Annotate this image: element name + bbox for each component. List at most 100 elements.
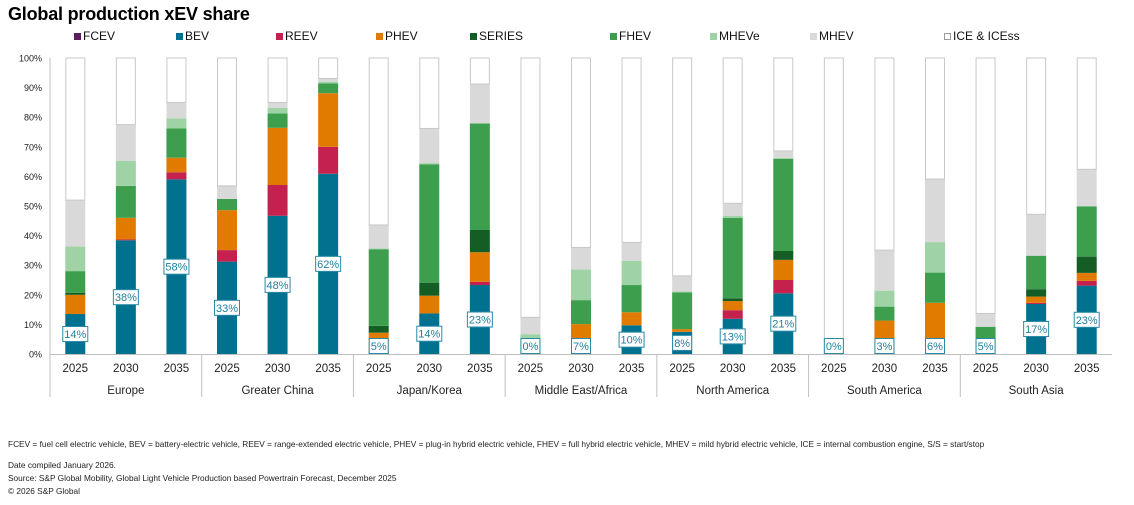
y-tick-label: 60%: [24, 172, 42, 182]
group-label: Japan/Korea: [397, 385, 463, 397]
data-label-box: [368, 338, 389, 354]
x-tick-label: 2030: [416, 363, 442, 375]
x-tick-label: 2035: [770, 363, 796, 375]
bar-segment-fhev: [571, 300, 591, 325]
data-label-box: [520, 338, 541, 354]
y-tick-label: 0%: [29, 350, 42, 360]
data-label-box: [416, 325, 443, 342]
bar-segment-mhev: [267, 102, 288, 108]
x-tick-label: 2025: [366, 363, 392, 375]
x-tick-label: 2025: [973, 363, 999, 375]
x-tick-label: 2030: [872, 363, 898, 375]
bar-segment-reev: [469, 281, 490, 286]
legend-swatch: [74, 32, 81, 40]
bar-segment-fhev: [773, 158, 794, 251]
bar-segment-phev: [672, 329, 693, 332]
y-tick-label: 70%: [24, 142, 42, 152]
legend-swatch: [176, 32, 183, 40]
data-label: 58%: [165, 262, 187, 274]
bar-segment-ice: [1076, 57, 1097, 170]
legend-label: FHEV: [619, 29, 652, 43]
bar-segment-series: [419, 282, 440, 296]
bar-segment-mhev: [520, 317, 541, 335]
bar-segment-mheve: [267, 107, 288, 114]
data-label-box: [62, 326, 89, 343]
bar-segment-fhev: [419, 164, 440, 283]
bar-segment-phev: [621, 312, 642, 326]
data-label: 10%: [621, 335, 643, 347]
bar-segment-series: [368, 325, 389, 333]
data-label: 8%: [674, 338, 690, 350]
data-label-box: [214, 299, 240, 316]
data-label: 23%: [1076, 315, 1098, 327]
group-label: Europe: [107, 385, 144, 397]
bar-segment-mheve: [621, 260, 642, 286]
legend-swatch: [276, 32, 283, 40]
y-tick-label: 50%: [24, 202, 42, 212]
group-label: Middle East/Africa: [535, 385, 628, 397]
data-label-box: [1023, 320, 1050, 337]
bar-segment-ice: [520, 57, 541, 318]
data-label-box: [975, 338, 996, 354]
x-tick-label: 2035: [619, 363, 645, 375]
bar-segment-fhev: [621, 285, 642, 313]
bar-segment-series: [1026, 289, 1047, 297]
bar-segment-mhev: [621, 242, 642, 261]
bar-segment-mheve: [571, 269, 591, 301]
legend-label: BEV: [185, 29, 210, 43]
data-label-box: [618, 331, 645, 348]
data-label-box: [770, 315, 797, 332]
data-label-box: [1073, 311, 1100, 328]
bar-segment-series: [722, 298, 743, 302]
legend-label: FCEV: [83, 29, 116, 43]
bar-segment-phev: [65, 294, 86, 315]
legend-swatch: [376, 32, 383, 40]
bar-segment-mhev: [217, 185, 237, 199]
y-tick-label: 30%: [24, 261, 42, 271]
bar-segment-mheve: [874, 290, 895, 307]
bar-segment-fhev: [672, 292, 693, 330]
bar-segment-fhev: [115, 185, 136, 218]
group-label: South America: [847, 385, 922, 397]
legend-item-bev: BEV: [176, 29, 209, 43]
bar-segment-ice: [925, 57, 945, 180]
bar-segment-reev: [1076, 280, 1097, 286]
bar-segment-mheve: [520, 334, 541, 342]
bar-segment-mhev: [65, 200, 86, 247]
bar-segment-mhev: [368, 224, 389, 249]
bar-segment-ice: [621, 57, 642, 243]
bar-segment-fhev: [65, 271, 86, 293]
data-label-box: [571, 338, 591, 354]
bar-segment-phev: [722, 301, 743, 311]
bar-segment-mhev: [1076, 169, 1097, 207]
bar-segment-mhev: [672, 275, 693, 292]
legend-item-fcev: FCEV: [74, 29, 115, 43]
y-tick-label: 80%: [24, 113, 42, 123]
bar-segment-reev: [166, 172, 187, 180]
bar-segment-phev: [318, 93, 339, 147]
bar-segment-mheve: [419, 163, 440, 165]
bar-segment-fhev: [318, 83, 339, 94]
legend-label: MHEV: [819, 29, 854, 43]
y-tick-label: 40%: [24, 231, 42, 241]
bar-segment-phev: [1076, 272, 1097, 281]
bar-segment-mheve: [166, 118, 187, 129]
data-label-box: [163, 258, 190, 275]
legend-swatch: [610, 32, 617, 40]
bar-segment-phev: [419, 295, 440, 314]
legend-label: ICE & ICEss: [953, 29, 1020, 43]
bar-segment-phev: [1026, 296, 1047, 303]
x-tick-label: 2035: [922, 363, 948, 375]
bar-segment-ice: [571, 57, 591, 248]
bar-segment-phev: [267, 127, 288, 185]
bar-segment-fhev: [469, 123, 490, 230]
bar-segment-phev: [217, 210, 237, 251]
bar-segment-mhev: [571, 247, 591, 270]
x-tick-label: 2025: [669, 363, 695, 375]
bar-segment-ice: [823, 57, 844, 342]
data-label: 5%: [978, 341, 994, 353]
bar-segment-ice: [419, 57, 440, 129]
data-label-box: [315, 255, 342, 272]
data-label-box: [874, 338, 895, 354]
legend: FCEV BEV REEV PHEV SERIES FHEV MHEVe MHEV ICE & …: [0, 29, 1134, 45]
